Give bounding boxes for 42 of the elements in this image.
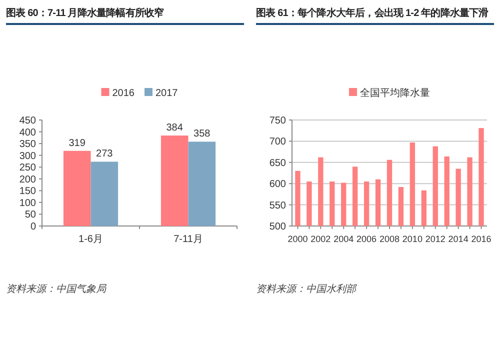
- y-tick-label: 400: [19, 127, 36, 138]
- legend-label: 2017: [156, 88, 178, 99]
- y-tick-label: 150: [19, 186, 36, 198]
- data-label: 384: [166, 122, 184, 134]
- x-tick-label: 2010: [402, 234, 422, 244]
- y-tick-label: 650: [269, 158, 286, 169]
- data-label: 358: [194, 128, 211, 140]
- y-tick-label: 750: [269, 116, 286, 126]
- x-tick-label: 2016: [471, 234, 492, 244]
- x-tick-label: 2006: [356, 234, 377, 244]
- y-tick-label: 550: [269, 200, 286, 212]
- x-tick-label: 2014: [448, 234, 468, 244]
- x-tick-label: 2000: [288, 234, 308, 244]
- x-tick-label: 2008: [379, 234, 400, 244]
- x-tick-label: 7-11月: [174, 234, 203, 245]
- bar: [90, 162, 118, 226]
- y-tick-label: 50: [24, 210, 36, 221]
- y-tick-label: 450: [19, 116, 36, 126]
- y-tick-label: 200: [19, 174, 36, 186]
- y-tick-label: 0: [30, 222, 36, 232]
- legend-label: 全国平均降水量: [360, 87, 430, 99]
- bar: [63, 150, 91, 226]
- y-tick-label: 250: [19, 162, 36, 174]
- x-tick-label: 2012: [425, 234, 446, 244]
- bar: [160, 136, 188, 226]
- data-label: 273: [96, 148, 114, 160]
- text: 资料来源：中国气象局: [6, 282, 106, 296]
- data-label: 319: [68, 138, 86, 149]
- y-tick-label: 350: [19, 139, 36, 150]
- bar: [188, 142, 216, 226]
- legend-label: 2016: [112, 88, 135, 99]
- x-tick-label: 2002: [310, 234, 331, 244]
- text: 资料来源：中国水利部: [256, 282, 356, 296]
- chart-title: 图表 61：每个降水大年后，会出现 1-2 年的降水量下滑: [256, 6, 494, 25]
- y-tick-label: 600: [269, 179, 286, 190]
- x-tick-label: 1-6月: [78, 234, 103, 245]
- chart-title: 图表 60：7-11 月降水量降幅有所收窄: [6, 6, 244, 25]
- y-tick-label: 300: [19, 150, 36, 162]
- y-tick-label: 500: [269, 222, 286, 232]
- y-tick-label: 700: [269, 136, 286, 148]
- x-tick-label: 2004: [334, 234, 354, 244]
- y-tick-label: 100: [19, 198, 36, 209]
